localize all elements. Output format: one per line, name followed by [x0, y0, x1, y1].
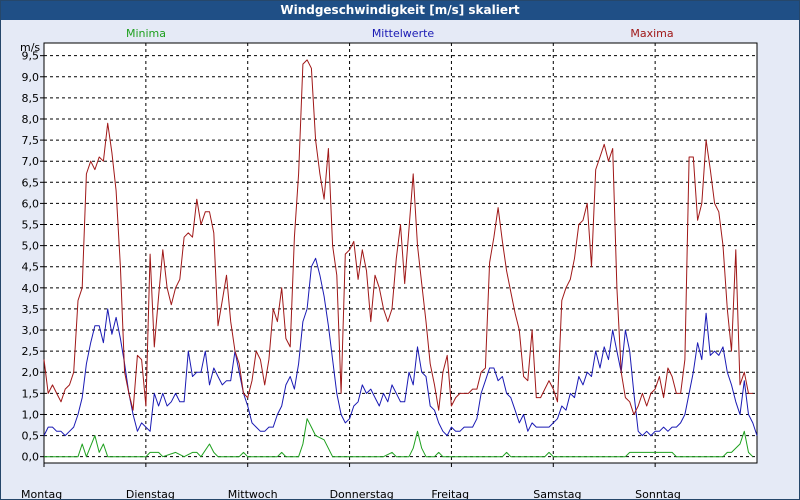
plot-area: [43, 42, 758, 464]
y-tick-label: 5,5: [22, 219, 40, 232]
y-tick-label: 3,0: [22, 324, 40, 337]
y-tick-label: 1,5: [22, 387, 40, 400]
chart-area: 9,5 9,0 8,5 8,0 7,5 7,0 6,5 6,0 5,5 5,0 4,5 4,0 3,5 3…: [20, 27, 758, 499]
y-tick-label: 0,5: [22, 430, 40, 443]
legend-mittelwerte: Mittelwerte: [372, 27, 435, 40]
x-day-label: Montag: [21, 488, 62, 499]
y-tick-label: 5,0: [22, 240, 40, 253]
y-axis-label: m/s: [20, 41, 40, 54]
y-tick-label: 0,0: [22, 451, 40, 464]
legend-minima: Minima: [126, 27, 166, 40]
y-tick-label: 6,5: [22, 176, 40, 189]
series-line-maxima: [43, 59, 753, 415]
x-day-label: Freitag: [431, 488, 469, 499]
y-tick-label: 8,0: [22, 113, 40, 126]
series-lines: [43, 59, 758, 458]
y-tick-label: 7,0: [22, 155, 40, 168]
y-tick-label: 1,0: [22, 408, 40, 421]
y-tick-label: 9,5: [22, 50, 40, 63]
y-tick-label: 3,5: [22, 303, 40, 316]
y-tick-label: 4,0: [22, 282, 40, 295]
x-day-label: Samstag: [533, 488, 581, 499]
y-tick-label: 6,0: [22, 197, 40, 210]
window-title: Windgeschwindigkeit [m/s] skaliert: [1, 1, 799, 20]
x-day-label: Dienstag: [126, 488, 175, 499]
x-day-label: Mittwoch: [228, 488, 278, 499]
series-line-minima: [44, 418, 754, 458]
y-axis: 9,5 9,0 8,5 8,0 7,5 7,0 6,5 6,0 5,5 5,0 4,5 4,0 3,5 3…: [22, 50, 44, 464]
y-tick-label: 2,0: [22, 366, 40, 379]
series-line-mittelwerte: [43, 257, 758, 437]
x-day-label: Donnerstag: [330, 488, 394, 499]
y-tick-label: 8,5: [22, 92, 40, 105]
y-tick-label: 2,5: [22, 345, 40, 358]
legend-maxima: Maxima: [630, 27, 673, 40]
x-day-label: Sonntag: [635, 488, 681, 499]
y-tick-label: 9,0: [22, 71, 40, 84]
legend: Minima Mittelwerte Maxima: [126, 27, 674, 40]
y-tick-label: 4,5: [22, 261, 40, 274]
y-tick-label: 7,5: [22, 134, 40, 147]
x-axis: Montag05.08.13Dienstag06.08.13Mittwoch07…: [21, 463, 681, 499]
